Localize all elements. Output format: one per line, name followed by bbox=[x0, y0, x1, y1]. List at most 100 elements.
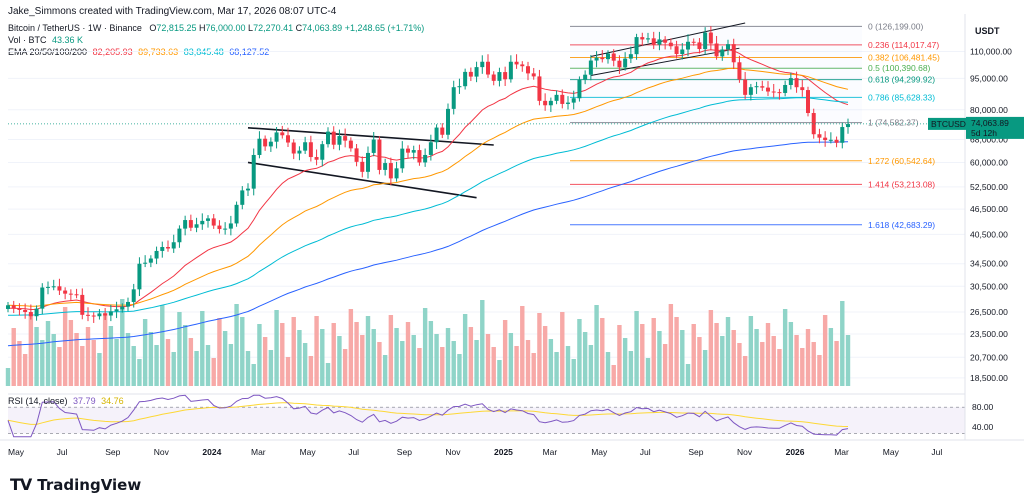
volume-bar bbox=[805, 329, 811, 386]
candle-body bbox=[726, 44, 730, 50]
candle-body bbox=[34, 308, 39, 317]
volume-bar bbox=[354, 322, 359, 386]
candle-body bbox=[246, 188, 250, 191]
volume-bar bbox=[571, 359, 576, 386]
volume-bar bbox=[62, 307, 68, 386]
time-tick-label: Sep bbox=[688, 447, 703, 457]
candle-body bbox=[531, 73, 536, 77]
chart-canvas[interactable]: 0 (126,199.00) 0.236 (114,017.47) 0.382 (1… bbox=[0, 0, 1024, 466]
time-tick-label: 2025 bbox=[494, 447, 513, 457]
tradingview-logo[interactable]: 𝗧𝗩 TradingView bbox=[10, 475, 141, 494]
candle-body bbox=[114, 309, 119, 312]
volume-label[interactable]: Vol · BTC bbox=[8, 35, 47, 45]
volume-bar bbox=[788, 322, 794, 386]
volume-bar bbox=[520, 306, 525, 386]
candle-body bbox=[434, 127, 439, 143]
candle-body bbox=[51, 286, 56, 288]
candle-body bbox=[543, 100, 548, 106]
candle-body bbox=[223, 228, 228, 230]
volume-bar bbox=[342, 349, 348, 386]
ema-label[interactable]: EMA 20/50/100/200 bbox=[8, 47, 88, 57]
candle-body bbox=[657, 39, 662, 45]
candle-body bbox=[297, 150, 302, 154]
candle-body bbox=[766, 87, 770, 92]
candle-body bbox=[686, 41, 690, 50]
volume-bar bbox=[262, 337, 268, 386]
ohlc-close-label: C bbox=[295, 23, 303, 33]
candle-body bbox=[291, 142, 296, 154]
candle-body bbox=[628, 54, 633, 59]
candle-body bbox=[503, 72, 508, 80]
volume-bar bbox=[360, 335, 365, 386]
volume-bar bbox=[737, 343, 742, 386]
volume-bar bbox=[605, 352, 611, 386]
ema-row[interactable]: EMA 20/50/100/200 82,205.93 89,733.63 83… bbox=[8, 46, 424, 58]
volume-bar bbox=[611, 365, 616, 386]
candle-body bbox=[23, 309, 28, 313]
candle-body bbox=[343, 136, 348, 141]
candle-body bbox=[160, 247, 165, 251]
price-tick-label: 30,500.00 bbox=[970, 281, 1008, 291]
volume-bar bbox=[771, 336, 776, 386]
candle-body bbox=[131, 289, 136, 302]
volume-bar bbox=[428, 321, 434, 386]
volume-bar bbox=[651, 318, 656, 386]
candle-body bbox=[566, 102, 570, 104]
volume-bar bbox=[588, 345, 594, 386]
volume-value: 43.36 K bbox=[52, 35, 84, 45]
rsi-pane: 80.00 40.00 bbox=[7, 393, 994, 438]
volume-bar bbox=[720, 336, 725, 386]
volume-bar bbox=[542, 326, 548, 386]
candle-body bbox=[251, 154, 256, 189]
volume-bar bbox=[674, 317, 679, 386]
candle-body bbox=[411, 150, 416, 153]
volume-bar bbox=[74, 333, 79, 386]
candle-body bbox=[583, 74, 588, 80]
volume-bar bbox=[754, 329, 759, 386]
volume-bar bbox=[582, 332, 588, 386]
candle-body bbox=[440, 127, 445, 135]
ema50-line bbox=[7, 67, 849, 307]
volume-bar bbox=[148, 332, 154, 386]
candle-body bbox=[331, 131, 336, 145]
currency-label[interactable]: USDT bbox=[975, 26, 1000, 36]
volume-bar bbox=[45, 321, 51, 386]
volume-bar bbox=[188, 338, 194, 386]
rsi-legend[interactable]: RSI (14, close) 37.79 34.76 bbox=[8, 396, 124, 406]
candle-body bbox=[737, 62, 742, 80]
volume-bar bbox=[834, 341, 839, 386]
volume-bar bbox=[525, 340, 531, 386]
volume-bar bbox=[742, 356, 748, 386]
candle-body bbox=[451, 87, 456, 109]
volume-bar bbox=[657, 331, 662, 386]
volume-bar bbox=[554, 352, 559, 386]
volume-bar bbox=[348, 309, 354, 386]
volume-bar bbox=[628, 351, 634, 386]
volume-bar bbox=[257, 324, 262, 386]
price-tick-label: 60,000.00 bbox=[970, 157, 1008, 167]
symbol-row[interactable]: Bitcoin / TetherUS · 1W · Binance O72,81… bbox=[8, 22, 424, 34]
time-tick-label: Jul bbox=[348, 447, 359, 457]
candle-body bbox=[571, 98, 576, 103]
price-tick-label: 52,500.00 bbox=[970, 182, 1008, 192]
time-tick-label: Sep bbox=[397, 447, 412, 457]
volume-bar bbox=[171, 352, 176, 386]
ema200-value: 68,127.52 bbox=[229, 47, 270, 57]
volume-bar bbox=[314, 316, 319, 386]
candle-body bbox=[697, 42, 702, 50]
volume-bar bbox=[268, 350, 274, 386]
candle-body bbox=[268, 141, 273, 147]
fib-label: 1 (74,582.37) bbox=[868, 118, 919, 128]
rsi-label[interactable]: RSI (14, close) bbox=[8, 396, 68, 406]
candle-body bbox=[171, 242, 176, 249]
candle-body bbox=[388, 163, 393, 179]
volume-bar bbox=[417, 348, 422, 386]
candle-body bbox=[183, 220, 188, 229]
candle-body bbox=[794, 78, 799, 88]
candle-body bbox=[600, 57, 605, 60]
volume-bar bbox=[108, 326, 114, 386]
candle-body bbox=[68, 293, 73, 295]
candle-body bbox=[308, 142, 313, 158]
volume-row[interactable]: Vol · BTC 43.36 K bbox=[8, 34, 424, 46]
symbol-title[interactable]: Bitcoin / TetherUS · 1W · Binance bbox=[8, 23, 142, 33]
